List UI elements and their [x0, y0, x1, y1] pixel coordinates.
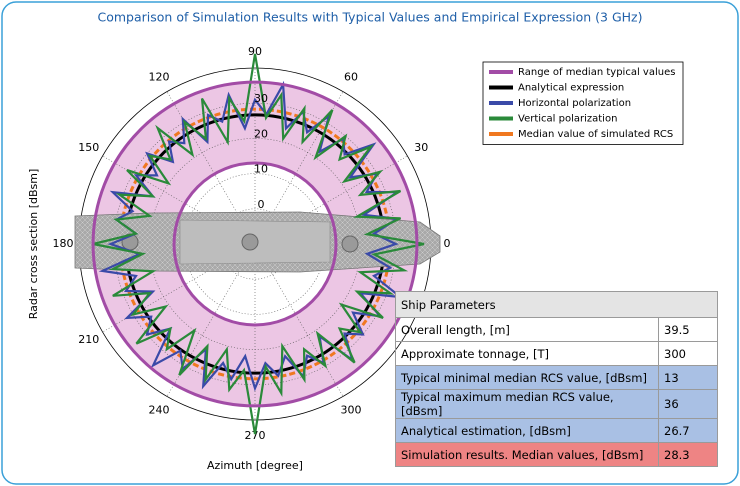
table-value: 28.3 — [658, 442, 718, 467]
table-label: Overall length, [m] — [395, 317, 659, 342]
grid-spoke — [102, 155, 256, 245]
table-value: 26.7 — [658, 418, 718, 443]
theta-tick-label: 60 — [344, 71, 358, 84]
theta-tick-label: 90 — [248, 45, 262, 58]
theta-tick-label: 30 — [414, 141, 428, 154]
table-title: Ship Parameters — [395, 291, 718, 318]
ship-turret — [241, 233, 259, 251]
table-row: Overall length, [m] 39.5 — [395, 317, 718, 342]
theta-tick-label: 150 — [78, 141, 99, 154]
legend-box — [482, 61, 684, 145]
r-tick-label: 0 — [258, 198, 265, 211]
theta-tick-label: 270 — [245, 429, 266, 442]
grid-spoke — [166, 91, 256, 245]
legend-label: Median value of simulated RCS — [518, 129, 673, 140]
table-row: Simulation results. Median values, [dBsm… — [395, 442, 718, 467]
table-label: Typical maximum median RCS value, [dBsm] — [395, 389, 659, 419]
table-value: 300 — [658, 341, 718, 366]
ship-turret — [341, 235, 359, 253]
theta-tick-label: 0 — [444, 237, 451, 250]
table-row: Analytical estimation, [dBsm] 26.7 — [395, 418, 718, 443]
legend-label: Vertical polarization — [518, 114, 617, 125]
theta-tick-label: 210 — [78, 333, 99, 346]
r-tick-label: 10 — [254, 163, 268, 176]
table-value: 36 — [658, 389, 718, 419]
grid-spoke — [166, 243, 256, 397]
table-label: Analytical estimation, [dBsm] — [395, 418, 659, 443]
table-value: 13 — [658, 365, 718, 390]
theta-tick-label: 300 — [341, 403, 362, 416]
parameter-table: Ship Parameters Overall length, [m] 39.5 A… — [395, 291, 718, 467]
table-label: Approximate tonnage, [T] — [395, 341, 659, 366]
table-label: Simulation results. Median values, [dBsm… — [395, 442, 659, 467]
band-edge — [91, 80, 419, 408]
legend-label: Range of median typical values — [518, 67, 675, 78]
theta-tick-label: 180 — [53, 237, 74, 250]
grid-spoke — [254, 155, 408, 245]
r-axis-label: Radar cross section [dBsm] — [27, 169, 40, 320]
r-tick-label: 20 — [254, 127, 268, 140]
table-row: Typical maximum median RCS value, [dBsm]… — [395, 389, 718, 419]
legend-label: Horizontal polarization — [518, 98, 631, 109]
table-value: 39.5 — [658, 317, 718, 342]
legend-label: Analytical expression — [518, 83, 624, 94]
grid-spoke — [254, 91, 344, 245]
grid-spoke — [254, 243, 344, 397]
theta-tick-label: 240 — [149, 403, 170, 416]
theta-tick-label: 120 — [149, 71, 170, 84]
table-row: Approximate tonnage, [T] 300 — [395, 341, 718, 366]
theta-axis-label: Azimuth [degree] — [207, 459, 303, 472]
grid-spoke — [102, 243, 256, 333]
table-row: Typical minimal median RCS value, [dBsm]… — [395, 365, 718, 390]
title: Comparison of Simulation Results with Ty… — [98, 10, 643, 25]
band-edge — [172, 161, 338, 327]
ship-model — [74, 211, 441, 273]
r-tick-label: 30 — [254, 92, 268, 105]
table-label: Typical minimal median RCS value, [dBsm] — [395, 365, 659, 390]
